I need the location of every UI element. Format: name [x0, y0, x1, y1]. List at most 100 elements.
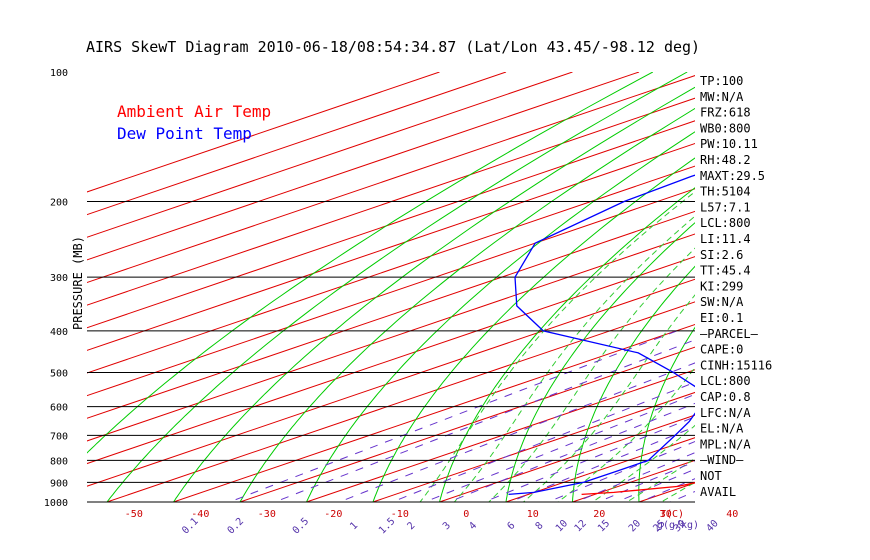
index-entry: LCL:800 — [700, 374, 751, 388]
bottom-temperature-tick: -20 — [324, 509, 342, 520]
isotherm-line — [839, 72, 870, 502]
mixing-ratio-tick: 10 — [554, 518, 570, 534]
mixing-ratio-tick: 0.5 — [291, 516, 312, 537]
index-entry: MAXT:29.5 — [700, 169, 765, 183]
isobar-lines — [87, 200, 695, 503]
isotherm-line — [87, 188, 695, 397]
isotherm-line — [106, 301, 695, 502]
index-entry: RH:48.2 — [700, 153, 751, 167]
dry-adiabat-line — [305, 131, 695, 502]
isotherm-line — [306, 369, 695, 502]
mixing-ratio-line — [228, 330, 678, 502]
pressure-tick-label: 600 — [50, 403, 68, 414]
isotherm-line — [87, 72, 573, 238]
index-entry: LFC:N/A — [700, 406, 751, 420]
index-entry: EL:N/A — [700, 422, 744, 436]
legend: Ambient Air Temp Dew Point Temp — [117, 102, 271, 143]
index-entry: —WIND— — [700, 453, 744, 467]
mixing-ratio-tick: 40 — [704, 518, 720, 534]
mixing-ratio-tick: 12 — [573, 518, 589, 534]
index-entry: SI:2.6 — [700, 248, 743, 262]
pressure-tick-label: 500 — [50, 369, 68, 380]
mixing-ratio-tick: 6 — [505, 520, 517, 532]
bottom-temperature-tick: 10 — [527, 509, 539, 520]
mixing-ratio-tick: 1 — [348, 520, 360, 532]
isotherm-line — [87, 72, 640, 261]
chart-title: AIRS SkewT Diagram 2010-06-18/08:54:34.8… — [86, 38, 700, 56]
isotherm-line — [173, 323, 695, 502]
isotherm-line — [239, 346, 695, 502]
temperature-unit-label: T(C) — [660, 509, 684, 520]
index-entry: NOT — [700, 469, 722, 483]
index-entry: PW:10.11 — [700, 137, 758, 151]
index-entry: WB0:800 — [700, 121, 751, 135]
mixing-ratio-tick: 0.2 — [226, 516, 247, 537]
legend-entry: Dew Point Temp — [117, 124, 252, 143]
index-entry: L57:7.1 — [700, 200, 751, 214]
index-entry: LI:11.4 — [700, 232, 751, 246]
isotherm-line — [87, 97, 695, 306]
bottom-temperature-tick: 40 — [726, 509, 738, 520]
mixing-ratio-line — [482, 416, 695, 502]
mixing-ratio-line — [546, 440, 695, 502]
pressure-tick-label: 100 — [50, 68, 68, 79]
isotherm-line — [87, 72, 440, 193]
index-entry: KI:299 — [700, 279, 743, 293]
isotherm-line — [87, 72, 507, 216]
profile-series — [508, 174, 695, 496]
dry-adiabat-line — [826, 72, 870, 511]
moist-adiabat-line — [745, 148, 870, 511]
dry-adiabat-line — [106, 72, 688, 502]
dry-adiabat-line — [638, 326, 695, 502]
dry-adiabat-line — [372, 157, 695, 502]
bottom-temperature-tick: -10 — [391, 509, 409, 520]
bottom-temperature-tick: -50 — [125, 509, 143, 520]
index-entry: SW:N/A — [700, 295, 744, 309]
isotherm-line — [87, 233, 695, 442]
index-entry: TP:100 — [700, 74, 743, 88]
mixing-ratio-unit-label: g(g/kg) — [657, 520, 699, 531]
mixing-ratio-tick: 15 — [596, 518, 612, 534]
index-entry: EI:0.1 — [700, 311, 743, 325]
index-entry: MPL:N/A — [700, 437, 751, 451]
pressure-tick-label: 400 — [50, 327, 68, 338]
mixing-ratio-tick: 20 — [627, 518, 643, 534]
isotherm-line — [439, 414, 695, 502]
bottom-temperature-axis: -50 -40 -30 -20 -10 0 10 20 30 40 T(C) — [125, 509, 739, 520]
mixing-ratio-tick: 4 — [467, 520, 479, 532]
legend-entry: Ambient Air Temp — [117, 102, 271, 121]
index-entry: CINH:15116 — [700, 358, 772, 372]
mixing-ratio-line — [508, 426, 695, 502]
isotherm-line — [87, 165, 695, 374]
y-axis-label: PRESSURE (MB) — [71, 236, 85, 330]
dry-adiabat-line — [505, 222, 695, 502]
mixing-ratio-tick: 8 — [534, 520, 546, 532]
mixing-ratio-line — [337, 362, 695, 502]
pressure-tick-label: 300 — [50, 273, 68, 284]
bottom-temperature-tick: 30 — [660, 509, 672, 520]
bottom-temperature-tick: -40 — [191, 509, 209, 520]
bottom-temperature-tick: -30 — [258, 509, 276, 520]
isotherm-line — [87, 120, 695, 329]
index-entry: —PARCEL— — [700, 327, 759, 341]
mixing-ratio-line — [447, 402, 695, 502]
index-entry: FRZ:618 — [700, 106, 751, 120]
isotherm-line — [87, 256, 695, 465]
dry-adiabat-line — [172, 86, 695, 502]
index-entry: TT:45.4 — [700, 264, 751, 278]
bottom-temperature-tick: 0 — [463, 509, 469, 520]
dry-adiabat-line — [239, 107, 695, 502]
mixing-ratio-line — [615, 468, 695, 502]
mixing-ratio-line — [574, 452, 695, 502]
mixing-ratio-line — [638, 478, 695, 502]
moist-adiabat-line — [488, 247, 695, 502]
isotherm-line — [87, 75, 695, 284]
index-entry: AVAIL — [700, 485, 736, 499]
mixing-ratio-line — [423, 393, 695, 502]
pressure-tick-label: 800 — [50, 456, 68, 467]
mixing-ratio-line — [390, 381, 695, 502]
dry-adiabat-line — [87, 72, 654, 454]
pressure-tick-label: 700 — [50, 431, 68, 442]
